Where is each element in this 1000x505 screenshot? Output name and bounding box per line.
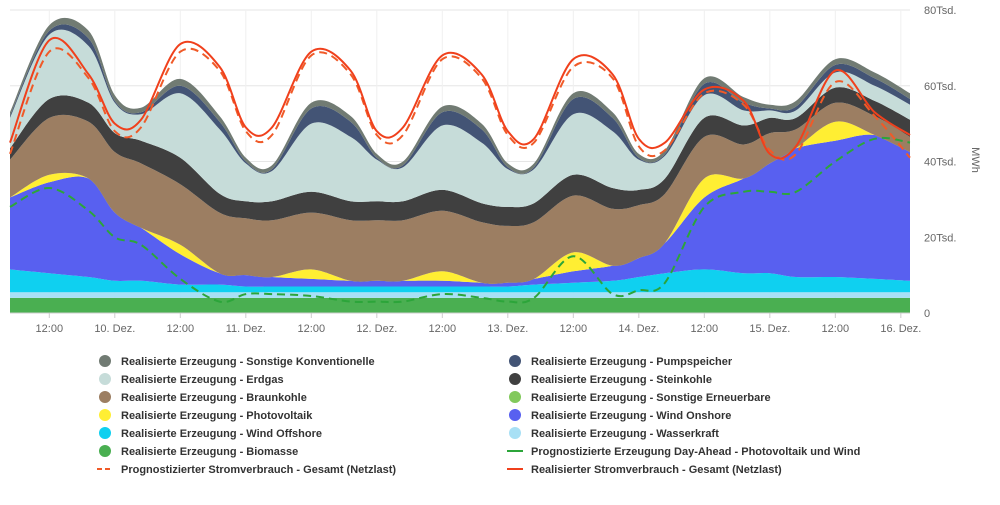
x-tick-label: 12:00	[429, 323, 457, 335]
y-tick-label: 40Tsd.	[924, 157, 956, 169]
legend-marker-icon	[99, 391, 111, 403]
x-tick-label: 12:00	[691, 323, 719, 335]
legend-marker-icon	[509, 427, 521, 439]
legend-item: Realisierte Erzeugung - Wind Onshore	[509, 409, 731, 422]
legend-marker-icon	[99, 409, 111, 421]
legend-label: Realisierte Erzeugung - Biomasse	[121, 446, 298, 458]
legend-label: Realisierte Erzeugung - Wind Offshore	[121, 428, 322, 440]
legend-marker-icon	[99, 355, 111, 367]
legend-item: Realisierte Erzeugung - Erdgas	[99, 373, 284, 386]
legend-item: Realisierte Erzeugung - Wasserkraft	[509, 427, 719, 440]
area-layer	[10, 17, 910, 313]
legend-label: Realisierte Erzeugung - Wasserkraft	[531, 428, 719, 440]
y-tick-label: 60Tsd.	[924, 81, 956, 93]
legend-label: Prognostizierter Stromverbrauch - Gesamt…	[121, 464, 396, 476]
legend-label: Realisierte Erzeugung - Erdgas	[121, 374, 284, 386]
legend-item: Realisierte Erzeugung - Biomasse	[99, 445, 298, 458]
legend-marker-icon	[509, 373, 521, 385]
x-tick-label: 12:00	[560, 323, 588, 335]
line-prognostizierte-erzeugung-day-ahead-photovoltaik-und-wind	[9, 136, 911, 304]
legend-item: Prognostizierter Stromverbrauch - Gesamt…	[97, 464, 396, 476]
legend-marker-icon	[509, 355, 521, 367]
legend: Realisierte Erzeugung - Sonstige Konvent…	[97, 355, 860, 476]
x-tick-label: 14. Dez.	[618, 323, 659, 335]
legend-label: Realisierte Erzeugung - Photovoltaik	[121, 410, 313, 422]
area-realisierte-erzeugung-braunkohle	[10, 102, 910, 284]
legend-item: Realisierte Erzeugung - Sonstige Erneuer…	[509, 391, 771, 404]
legend-label: Realisierte Erzeugung - Wind Onshore	[531, 410, 731, 422]
x-tick-label: 12:00	[298, 323, 326, 335]
legend-marker-icon	[509, 391, 521, 403]
legend-label: Prognostizierte Erzeugung Day-Ahead - Ph…	[531, 446, 860, 458]
y-tick-label: 80Tsd.	[924, 5, 956, 17]
x-tick-label: 10. Dez.	[94, 323, 135, 335]
legend-label: Realisierte Erzeugung - Sonstige Erneuer…	[531, 392, 771, 404]
x-tick-label: 11. Dez.	[226, 323, 266, 335]
legend-marker-icon	[509, 409, 521, 421]
area-realisierte-erzeugung-wind-onshore	[10, 134, 910, 287]
y-axis-title: MWh	[969, 147, 981, 173]
area-realisierte-erzeugung-erdgas	[10, 29, 910, 208]
axis-layer: 0 20Tsd. 40Tsd. 60Tsd. 80Tsd. 12:00 10. Dez. 12…	[10, 5, 981, 335]
area-realisierte-erzeugung-wind-offshore	[10, 269, 910, 293]
x-tick-label: 12:00	[167, 323, 195, 335]
y-tick-label: 20Tsd.	[924, 232, 956, 244]
legend-item: Realisierte Erzeugung - Steinkohle	[509, 373, 712, 386]
x-tick-label: 15. Dez.	[749, 323, 790, 335]
y-tick-label: 0	[924, 308, 930, 320]
legend-label: Realisierte Erzeugung - Pumpspeicher	[531, 356, 733, 368]
legend-marker-icon	[99, 427, 111, 439]
legend-label: Realisierter Stromverbrauch - Gesamt (Ne…	[531, 464, 782, 476]
area-realisierte-erzeugung-photovoltaik	[10, 121, 910, 284]
area-realisierte-erzeugung-biomasse	[10, 297, 910, 313]
legend-item: Realisierte Erzeugung - Sonstige Konvent…	[99, 355, 375, 368]
legend-item: Realisierte Erzeugung - Braunkohle	[99, 391, 307, 404]
legend-marker-icon	[99, 373, 111, 385]
legend-item: Prognostizierte Erzeugung Day-Ahead - Ph…	[507, 446, 860, 458]
legend-item: Realisierte Erzeugung - Wind Offshore	[99, 427, 322, 440]
x-tick-label: 12:00	[36, 323, 64, 335]
legend-item: Realisierte Erzeugung - Pumpspeicher	[509, 355, 733, 368]
line-realisierter-stromverbrauch-gesamt-netzlast	[9, 37, 911, 160]
legend-item: Realisierte Erzeugung - Photovoltaik	[99, 409, 313, 422]
legend-item: Realisierter Stromverbrauch - Gesamt (Ne…	[507, 464, 782, 476]
legend-label: Realisierte Erzeugung - Sonstige Konvent…	[121, 356, 375, 368]
x-tick-label: 13. Dez.	[487, 323, 528, 335]
area-realisierte-erzeugung-steinkohle	[10, 87, 910, 227]
legend-label: Realisierte Erzeugung - Steinkohle	[531, 374, 712, 386]
x-tick-label: 16. Dez.	[880, 323, 921, 335]
x-tick-label: 12. Dez.	[356, 323, 397, 335]
legend-marker-icon	[99, 445, 111, 457]
line-layer	[9, 37, 911, 304]
legend-label: Realisierte Erzeugung - Braunkohle	[121, 392, 307, 404]
x-tick-label: 12:00	[822, 323, 850, 335]
area-realisierte-erzeugung-pumpspeicher	[10, 24, 910, 175]
